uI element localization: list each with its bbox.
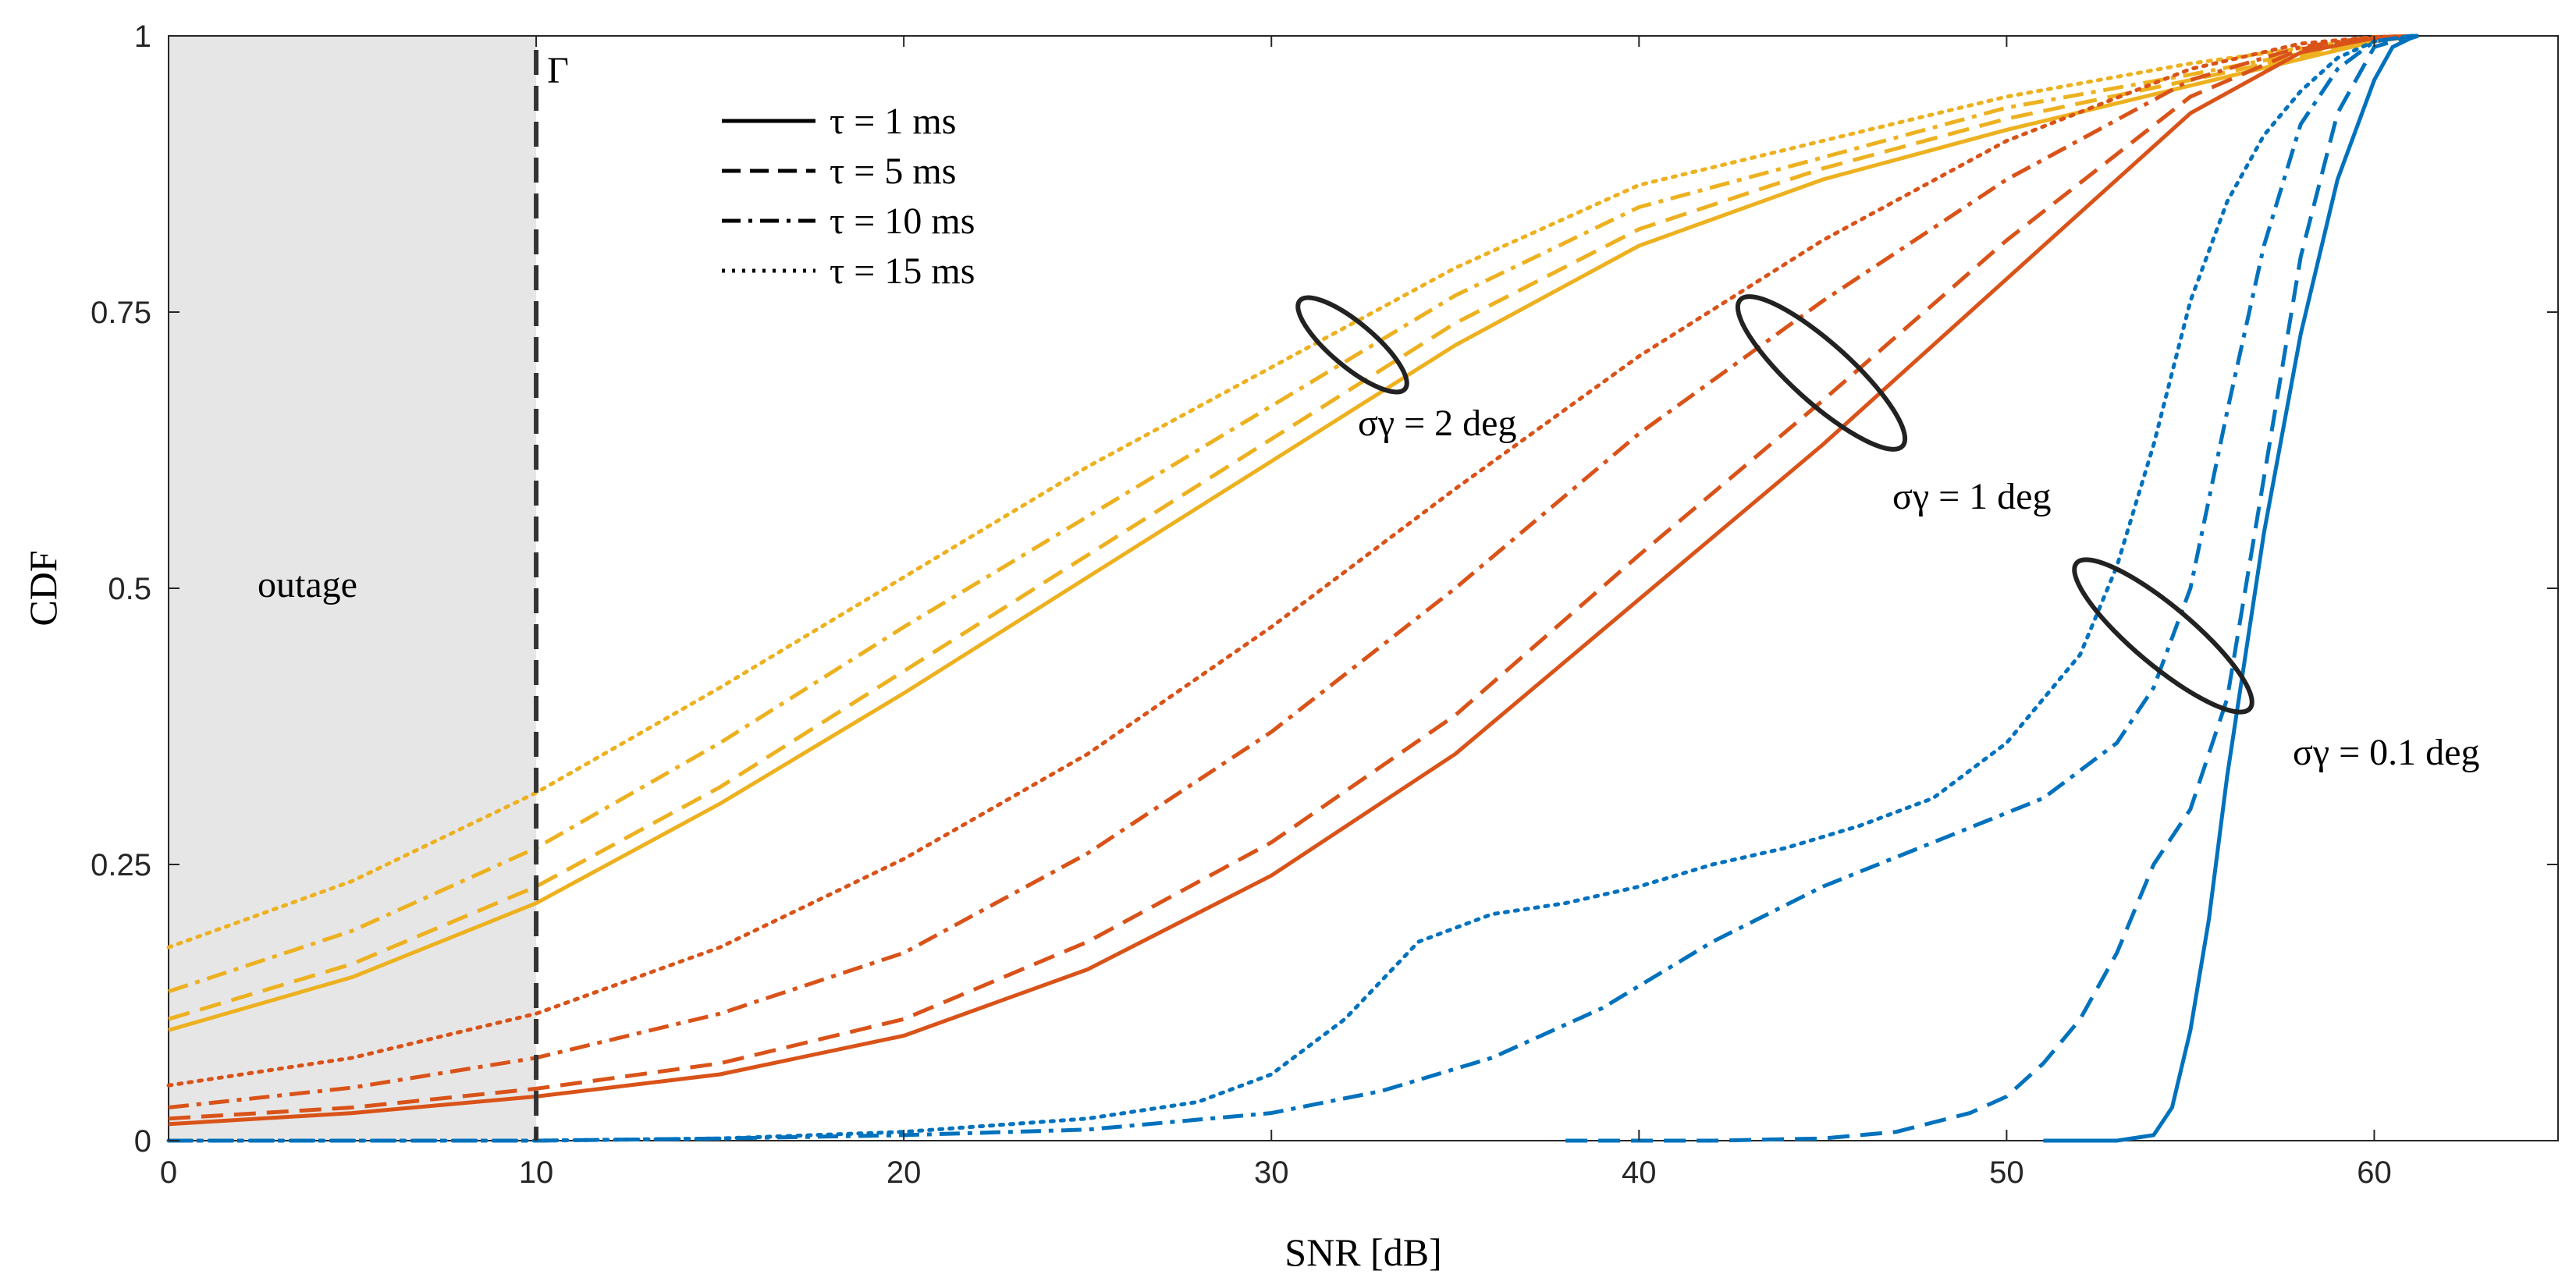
legend-label-5ms: τ = 5 ms (830, 151, 956, 192)
y-tick-label: 0.25 (91, 848, 151, 882)
threshold-label: Γ (547, 50, 569, 91)
outage-region (169, 36, 537, 1141)
legend-label-15ms: τ = 15 ms (830, 250, 975, 292)
group-ellipse-1deg (1735, 294, 1908, 452)
legend-label-10ms: τ = 10 ms (830, 201, 975, 242)
series-line-blue-solid (2043, 34, 2419, 1143)
series-line-yellow-solid (168, 34, 2419, 1032)
tick-layer: 0 10 20 30 40 50 60 0 0.25 0.5 0.75 1 (91, 20, 2558, 1190)
series-line-blue-dashed (1565, 34, 2418, 1143)
y-tick-label: 0.75 (91, 296, 151, 330)
y-tick-label: 0 (134, 1124, 151, 1159)
y-axis-label: CDF (21, 550, 65, 626)
annotation-0-1deg: σγ = 0.1 deg (2293, 732, 2479, 773)
series-line-orange-dotted (166, 34, 2421, 1088)
legend-label-1ms: τ = 1 ms (830, 101, 956, 142)
x-tick-label: 50 (1989, 1155, 2024, 1190)
x-tick-label: 20 (886, 1155, 922, 1190)
x-tick-label: 30 (1254, 1155, 1289, 1190)
outage-label: outage (258, 564, 357, 605)
series-layer (166, 34, 2421, 1143)
series-line-yellow-dotted (166, 34, 2421, 950)
series-line-orange-solid (168, 34, 2419, 1127)
series-line-orange-dashdot (168, 34, 2419, 1109)
x-tick-label: 60 (2357, 1155, 2392, 1190)
legend: τ = 1 ms τ = 5 ms τ = 10 ms τ = 15 ms (722, 101, 975, 292)
series-line-yellow-dashdot (168, 34, 2419, 994)
group-ellipse-2deg (1295, 295, 1409, 395)
series-line-blue-dotted (166, 34, 2421, 1143)
y-tick-label: 1 (134, 20, 151, 54)
x-tick-label: 10 (519, 1155, 554, 1190)
y-tick-label: 0.5 (108, 572, 151, 606)
x-tick-label: 0 (160, 1155, 177, 1190)
x-axis-label: SNR [dB] (1284, 1230, 1441, 1274)
series-line-blue-dashdot (169, 34, 2418, 1143)
group-ellipse-0-1deg (2072, 557, 2254, 715)
annotation-2deg: σγ = 2 deg (1358, 403, 1516, 444)
x-tick-label: 40 (1622, 1155, 1657, 1190)
annotation-1deg: σγ = 1 deg (1892, 476, 2051, 517)
series-line-orange-dashed (168, 34, 2419, 1121)
